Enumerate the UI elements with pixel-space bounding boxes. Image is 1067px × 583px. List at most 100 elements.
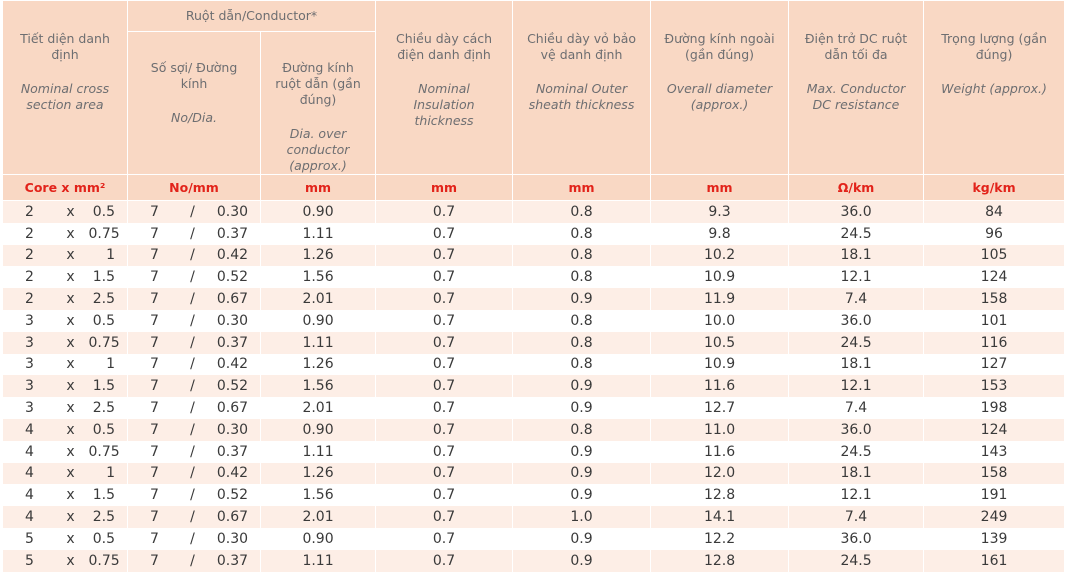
column-header: Đường kính ruột dẫn (gần đúng) Dia. over … [260,31,377,175]
data-cell: 0.7 [375,244,514,267]
data-cell: 0.8 [512,244,652,267]
data-cell: x [52,288,89,310]
data-cell: 101 [923,309,1066,332]
data-cell: 0.9 [512,288,652,310]
data-cell: 12.0 [650,462,790,485]
data-cell: 7 [127,484,173,507]
data-row: 4 x 1.5 7/0.52 1.56 0.7 0.9 12.8 12.1 191 [2,484,1066,507]
data-row: 5 x 0.75 7/0.37 1.11 0.7 0.9 12.8 24.5 161 [2,549,1066,572]
data-cell: 36.0 [788,418,925,441]
data-cell: 105 [923,244,1066,267]
spec-table: Tiết diện danh định Nominal cross section… [1,0,1066,572]
header-en: Nominal cross section area [20,81,110,112]
header-vi: Chiều dày cách điện danh định [396,31,493,62]
data-cell: 12.1 [788,484,925,507]
data-cell: / [172,200,213,223]
data-cell: 0.8 [512,331,652,354]
header-vi: Đường kính ngoài (gần đúng) [664,31,775,62]
data-cell: / [172,418,213,441]
column-header: Số sợi/ Đường kính No/Dia. [127,31,262,175]
data-cell: 1.26 [260,353,377,376]
data-cell: 1.26 [260,462,377,485]
data-cell: / [172,309,213,332]
unit-cell: mm [260,174,377,201]
data-cell: 198 [923,397,1066,419]
data-cell: 9.8 [650,222,790,245]
data-cell: 36.0 [788,527,925,550]
data-cell: 0.9 [512,440,652,463]
data-cell: 0.8 [512,353,652,376]
data-cell: 7.4 [788,397,925,419]
column-header: Điện trở DC ruột dẫn tối đa Max. Conducto… [788,0,925,175]
data-cell: 18.1 [788,462,925,485]
data-cell: / [172,222,213,245]
data-cell: 249 [923,506,1066,528]
data-cell: 0.7 [375,397,514,419]
data-cell: 0.8 [512,418,652,441]
data-cell: 1.26 [260,244,377,267]
data-cell: / [172,440,213,463]
data-cell: 0.7 [375,309,514,332]
data-cell: 0.9 [512,484,652,507]
data-cell: 1.56 [260,484,377,507]
data-cell: 139 [923,527,1066,550]
data-cell: 124 [923,418,1066,441]
data-row: 4 x 2.5 7/0.67 2.01 0.7 1.0 14.1 7.4 249 [2,506,1066,528]
data-cell: 0.8 [512,222,652,245]
data-cell: 4 [2,418,53,441]
data-cell: 0.7 [375,506,514,528]
data-cell: 153 [923,375,1066,398]
data-cell: 0.67 [212,288,262,310]
data-cell: 2 [2,266,53,289]
data-cell: 1.0 [512,506,652,528]
data-row: 3 x 0.5 7/0.30 0.90 0.7 0.8 10.0 36.0 101 [2,309,1066,332]
data-cell: 3 [2,353,53,376]
data-cell: 0.8 [512,200,652,223]
data-cell: / [172,288,213,310]
data-row: 2 x 0.75 7/0.37 1.11 0.7 0.8 9.8 24.5 96 [2,222,1066,245]
data-cell: 11.0 [650,418,790,441]
data-cell: 24.5 [788,440,925,463]
data-cell: 24.5 [788,331,925,354]
data-row: 5 x 0.5 7/0.30 0.90 0.7 0.9 12.2 36.0 139 [2,527,1066,550]
data-cell: 2 [2,200,53,223]
data-cell: 124 [923,266,1066,289]
data-cell: 0.42 [212,244,262,267]
unit-cell: mm [512,174,652,201]
data-cell: 7 [127,506,173,528]
data-cell: 0.9 [512,549,652,572]
data-cell: 14.1 [650,506,790,528]
data-cell: 7.4 [788,288,925,310]
data-cell: 7 [127,309,173,332]
data-cell: 0.9 [512,462,652,485]
header-en: No/Dia. [171,110,217,125]
unit-cell: No/mm [127,174,262,201]
data-cell: 10.0 [650,309,790,332]
data-cell: 4 [2,462,53,485]
data-cell: 0.7 [375,418,514,441]
data-cell: 24.5 [788,222,925,245]
data-cell: x [52,375,89,398]
data-cell: x [52,462,89,485]
data-cell: 10.5 [650,331,790,354]
data-row: 3 x 1.5 7/0.52 1.56 0.7 0.9 11.6 12.1 153 [2,375,1066,398]
data-cell: 0.7 [375,331,514,354]
data-cell: 12.8 [650,549,790,572]
data-cell: 0.7 [375,288,514,310]
header-en: Dia. over conductor (approx.) [286,126,350,173]
data-cell: 1.56 [260,375,377,398]
data-cell: 1.11 [260,549,377,572]
data-cell: x [52,506,89,528]
header-vi: Đường kính ruột dẫn (gần đúng) [275,60,361,107]
data-cell: 0.90 [260,309,377,332]
data-cell: 0.5 [88,200,129,223]
data-cell: 3 [2,375,53,398]
data-cell: 96 [923,222,1066,245]
data-cell: / [172,462,213,485]
data-cell: 0.7 [375,527,514,550]
data-cell: 0.7 [375,353,514,376]
header-vi: Chiều dày vỏ bảo vệ danh định [527,31,636,62]
data-cell: 24.5 [788,549,925,572]
header-vi: Tiết diện danh định [20,31,110,62]
data-row: 3 x 2.5 7/0.67 2.01 0.7 0.9 12.7 7.4 198 [2,397,1066,419]
